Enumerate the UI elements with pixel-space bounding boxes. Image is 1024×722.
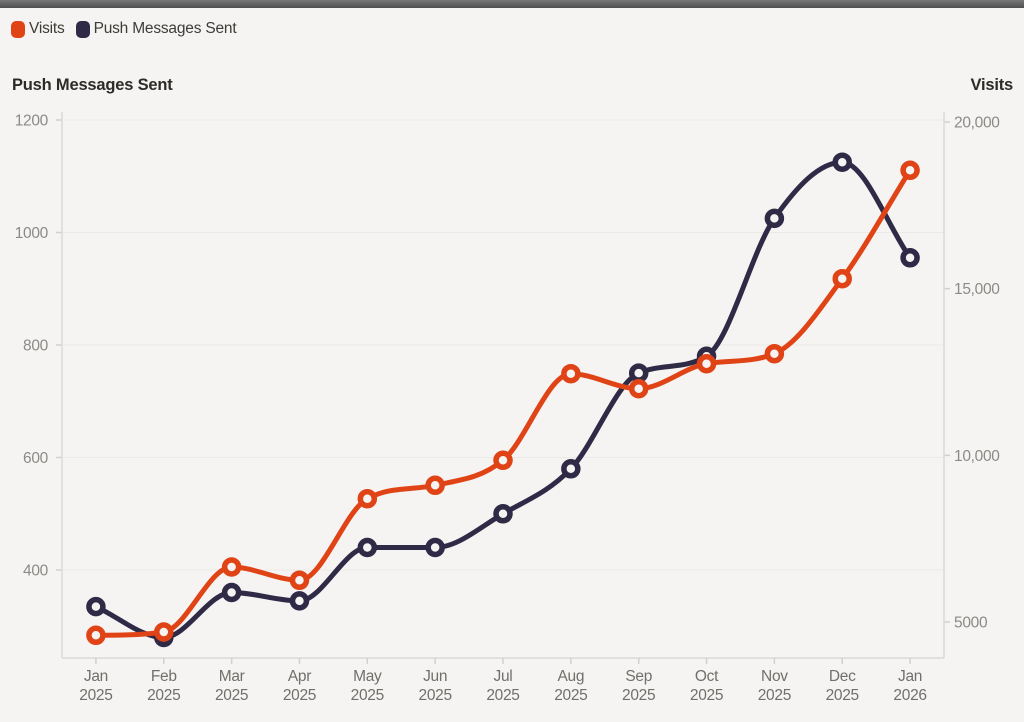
legend-label-push-messages: Push Messages Sent [93, 20, 237, 37]
x-tick-label: Feb 2025 [147, 668, 180, 704]
data-point-visits[interactable] [628, 378, 649, 399]
right-axis-title: Visits [970, 76, 1013, 94]
data-point-push-messages-sent[interactable] [628, 363, 649, 383]
data-point-push-messages-sent[interactable] [493, 504, 513, 524]
data-point-visits[interactable] [493, 450, 513, 471]
data-point-visits[interactable] [900, 160, 920, 181]
data-point-visits[interactable] [289, 570, 310, 591]
legend-item-visits[interactable]: Visits [11, 20, 65, 38]
x-tick-label: Jul 2025 [486, 668, 519, 704]
left-axis-tick-label: 1200 [15, 113, 49, 130]
x-tick-label: Sep 2025 [622, 668, 655, 704]
data-point-visits[interactable] [764, 343, 785, 364]
data-point-visits[interactable] [221, 557, 242, 577]
x-tick-label: Dec 2025 [826, 668, 859, 704]
data-point-visits[interactable] [832, 268, 852, 289]
visits-legend-swatch-icon [11, 20, 25, 38]
x-tick-label: Aug 2025 [554, 668, 587, 704]
x-tick-label: May 2025 [351, 668, 384, 704]
x-tick-label: Jan 2025 [79, 668, 112, 704]
right-axis-tick-label: 15,000 [954, 281, 1000, 298]
x-tick-label: Oct 2025 [690, 668, 723, 704]
data-point-push-messages-sent[interactable] [289, 591, 310, 611]
data-point-visits[interactable] [357, 488, 378, 509]
x-tick-label: Mar 2025 [215, 668, 248, 704]
line-series-visits [93, 167, 913, 638]
data-point-push-messages-sent[interactable] [86, 596, 106, 617]
data-point-push-messages-sent[interactable] [425, 537, 445, 558]
left-axis-tick-label: 600 [23, 450, 49, 467]
data-point-visits[interactable] [425, 475, 445, 496]
data-point-visits[interactable] [696, 353, 717, 374]
data-point-visits[interactable] [86, 625, 106, 646]
data-point-push-messages-sent[interactable] [357, 537, 378, 558]
data-point-push-messages-sent[interactable] [764, 208, 785, 229]
x-tick-label: Jun 2025 [419, 668, 452, 704]
right-axis-tick-label: 20,000 [954, 115, 1000, 132]
left-axis-tick-label: 400 [23, 563, 49, 580]
left-axis-tick-label: 800 [23, 338, 49, 355]
left-axis-title: Push Messages Sent [12, 76, 173, 94]
window-top-edge [0, 0, 1024, 8]
data-point-push-messages-sent[interactable] [221, 582, 242, 603]
x-tick-label: Jan 2026 [893, 668, 926, 704]
right-axis-tick-label: 10,000 [954, 448, 1000, 465]
x-tick-label: Apr 2025 [283, 668, 316, 704]
x-tick-label: Nov 2025 [758, 668, 791, 704]
left-axis-tick-label: 1000 [15, 225, 49, 242]
data-point-visits[interactable] [154, 622, 174, 642]
legend-label-visits: Visits [29, 20, 65, 37]
line-series-push-messages-sent [93, 159, 913, 640]
legend-item-push-messages[interactable]: Push Messages Sent [75, 20, 237, 38]
data-point-push-messages-sent[interactable] [832, 152, 852, 172]
data-point-push-messages-sent[interactable] [561, 459, 581, 479]
chart-legend: Visits Push Messages Sent [11, 20, 247, 38]
push-messages-legend-swatch-icon [75, 20, 90, 38]
right-axis-tick-label: 5000 [954, 615, 988, 632]
data-point-visits[interactable] [561, 363, 581, 384]
data-point-push-messages-sent[interactable] [900, 248, 920, 268]
